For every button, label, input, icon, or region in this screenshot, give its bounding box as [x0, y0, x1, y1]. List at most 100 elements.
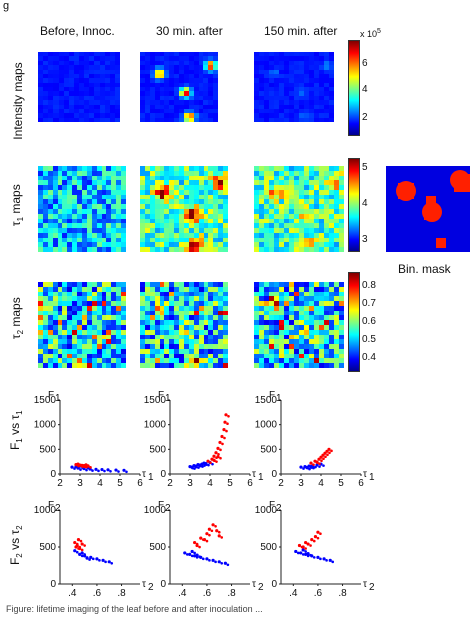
data-point — [321, 453, 325, 457]
data-point — [75, 550, 79, 554]
data-point — [301, 545, 305, 549]
data-point — [88, 558, 91, 561]
data-point — [106, 468, 110, 472]
colorbar-tau1-tick: 5 — [362, 162, 368, 173]
x-tick-label: 4 — [207, 478, 213, 489]
data-point — [104, 560, 107, 564]
data-point — [195, 543, 199, 548]
y-tick-label: 500 — [260, 444, 277, 455]
data-point — [117, 470, 120, 473]
data-point — [85, 468, 88, 472]
x-tick-label: .8 — [117, 588, 126, 599]
data-point — [100, 467, 104, 472]
data-point — [224, 413, 228, 417]
data-point — [84, 463, 88, 467]
y-tick-label: 500 — [149, 542, 166, 553]
data-point — [208, 559, 211, 562]
x-tick-label: 4 — [97, 478, 103, 489]
column-header-before: Before, Innoc. — [40, 24, 115, 38]
data-point — [225, 429, 228, 433]
colorbar-tau2-tick: 0.6 — [362, 316, 376, 327]
colorbar-tau1-tick: 4 — [362, 198, 368, 209]
figure-label: g — [3, 0, 10, 12]
data-point — [185, 553, 189, 556]
row-label-tau1: τ1 maps — [8, 184, 26, 227]
data-point — [110, 562, 114, 565]
y-tick-label: 500 — [149, 444, 166, 455]
y-axis-label: F — [269, 390, 275, 401]
column-header-30min: 30 min. after — [156, 24, 223, 38]
data-point — [193, 540, 197, 545]
data-point — [101, 558, 105, 562]
y-tick-label: 0 — [160, 469, 166, 480]
data-point — [207, 527, 211, 531]
data-point — [306, 554, 310, 558]
data-point — [317, 457, 321, 461]
data-point — [193, 554, 197, 558]
data-point — [312, 556, 316, 559]
data-point — [183, 551, 187, 555]
data-point — [330, 449, 333, 453]
y-axis-label: F — [269, 500, 275, 511]
data-point — [315, 463, 319, 467]
y-axis-label: F — [48, 390, 54, 401]
data-point — [304, 552, 308, 556]
data-point — [205, 532, 209, 536]
data-point — [193, 467, 196, 470]
heatmap-r2-c2 — [254, 282, 344, 368]
x-axis-label: τ — [142, 469, 146, 480]
data-point — [198, 463, 202, 467]
column-header-150min: 150 min. after — [264, 24, 338, 38]
colorbar-tau1-tick: 3 — [362, 234, 368, 245]
data-point — [190, 549, 194, 554]
data-point — [211, 558, 215, 562]
colorbar-intensity-tick: 2 — [362, 112, 368, 123]
data-point — [296, 551, 300, 555]
data-point — [227, 415, 230, 418]
data-point — [91, 557, 95, 561]
data-point — [223, 420, 227, 424]
data-point — [211, 523, 215, 527]
data-point — [305, 465, 309, 470]
data-point — [316, 530, 320, 534]
data-point — [223, 561, 227, 565]
data-point — [216, 455, 220, 459]
data-point — [217, 530, 221, 534]
row-label-f2-vs-tau2: F2 vs τ2 — [7, 525, 25, 566]
data-point — [309, 544, 312, 547]
data-point — [94, 467, 98, 471]
mask-label: Bin. mask — [398, 262, 451, 276]
data-point — [211, 462, 214, 466]
data-point — [226, 563, 230, 567]
y-tick-label: 500 — [39, 542, 56, 553]
x-tick-label: .6 — [314, 588, 323, 599]
y-tick-label: 1500 — [255, 395, 278, 406]
data-point — [79, 539, 83, 543]
data-point — [323, 451, 327, 455]
y-tick-label: 1000 — [34, 420, 57, 431]
data-point — [98, 559, 101, 562]
colorbar-tau2 — [348, 272, 360, 372]
y-tick-label: 0 — [160, 579, 166, 590]
y-axis-label: F — [48, 500, 54, 511]
data-point — [122, 468, 126, 472]
y-tick-label: 0 — [271, 579, 277, 590]
data-point — [202, 461, 206, 465]
data-point — [319, 532, 322, 535]
data-point — [202, 538, 207, 542]
data-point — [217, 534, 221, 538]
data-point — [80, 554, 84, 558]
x-tick-label: .8 — [338, 588, 347, 599]
data-point — [318, 465, 321, 468]
data-point — [80, 463, 84, 467]
x-tick-label: .6 — [203, 588, 212, 599]
data-point — [212, 458, 216, 462]
y-tick-label: 1000 — [255, 505, 278, 516]
data-point — [218, 440, 222, 445]
row-label-intensity: Intensity maps — [11, 62, 25, 140]
data-point — [304, 550, 307, 553]
heatmap-r2-c0 — [38, 282, 126, 368]
data-point — [306, 552, 310, 556]
